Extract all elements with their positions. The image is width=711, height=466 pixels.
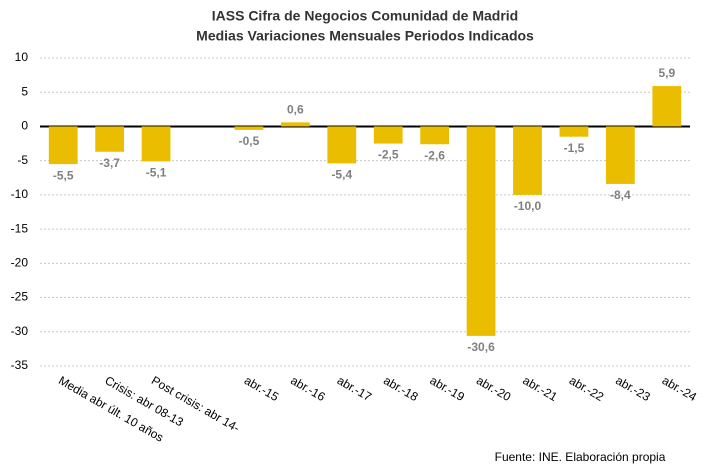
value-label: -8,4 [610, 188, 631, 202]
bar [48, 126, 78, 165]
x-tick-label: abr.-22 [567, 373, 607, 404]
value-label: -5,1 [146, 166, 167, 180]
bar [141, 126, 171, 162]
value-label: -3,7 [99, 156, 120, 170]
bar [652, 86, 682, 127]
bar [466, 126, 496, 336]
x-tick-label: abr.-16 [288, 373, 328, 404]
bar [559, 126, 589, 137]
y-tick-label: 10 [15, 50, 29, 64]
x-tick-label: abr.-20 [474, 373, 514, 404]
x-tick-label: abr.-19 [428, 373, 468, 404]
value-label: 5,9 [658, 66, 675, 80]
bar [605, 126, 635, 184]
x-tick-label: abr.-24 [660, 373, 700, 404]
value-label: -2,5 [378, 148, 399, 162]
bar [234, 126, 264, 130]
bar [373, 126, 403, 144]
y-tick-label: -5 [17, 153, 28, 167]
bar [513, 126, 542, 195]
value-label: 0,6 [287, 103, 304, 117]
chart-title: IASS Cifra de Negocios Comunidad de Madr… [212, 8, 518, 24]
y-tick-label: 0 [21, 119, 28, 133]
y-tick-label: -35 [11, 358, 29, 372]
y-tick-label: 5 [21, 84, 28, 98]
bar [280, 122, 310, 127]
bar [420, 126, 450, 145]
y-tick-label: -20 [11, 256, 29, 270]
x-tick-label: abr.-21 [520, 373, 560, 404]
x-tick-label: abr.-15 [242, 373, 282, 404]
value-label: -5,4 [331, 168, 352, 182]
y-tick-label: -25 [11, 290, 29, 304]
x-tick-label: abr.-23 [613, 373, 653, 404]
chart-title: Medias Variaciones Mensuales Periodos In… [196, 28, 534, 44]
x-tick-label: abr.-18 [381, 373, 421, 404]
x-tick-label: abr.-17 [335, 373, 375, 404]
bar [327, 126, 357, 164]
value-label: -2,6 [424, 148, 445, 162]
value-label: -10,0 [514, 199, 542, 213]
value-label: -0,5 [239, 134, 260, 148]
source-note: Fuente: INE. Elaboración propia [495, 450, 666, 464]
value-label: -5,5 [53, 168, 74, 182]
bar [95, 126, 125, 152]
y-tick-label: -10 [11, 187, 29, 201]
y-tick-label: -30 [11, 324, 29, 338]
value-label: -30,6 [467, 340, 495, 354]
y-tick-label: -15 [11, 221, 29, 235]
value-label: -1,5 [564, 141, 585, 155]
